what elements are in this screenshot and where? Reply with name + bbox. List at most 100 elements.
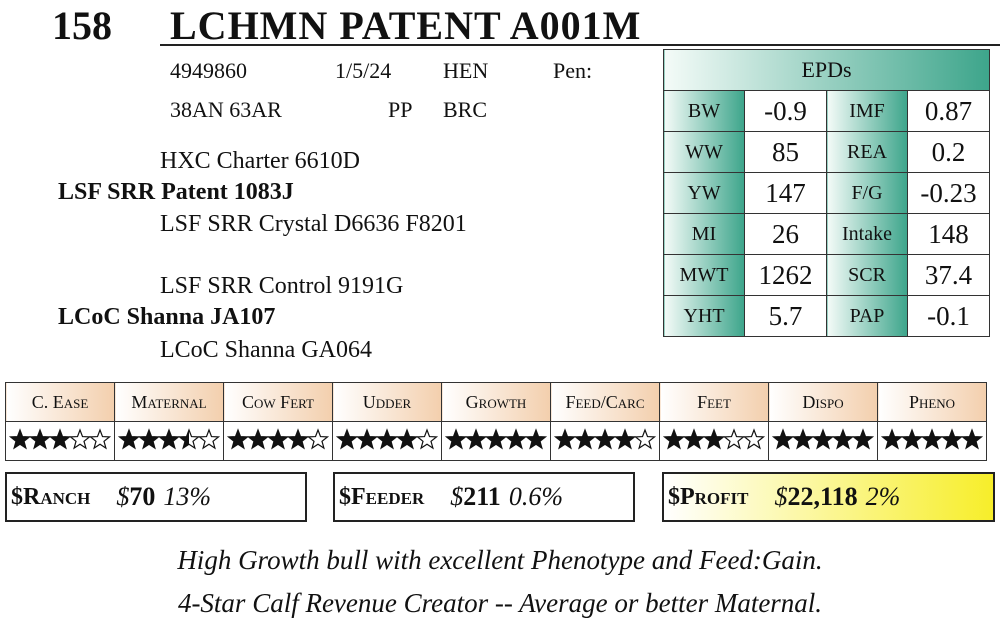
rating-header: Pheno — [877, 382, 987, 422]
epd-label: PAP — [826, 295, 908, 337]
index-percent: 0.6% — [508, 482, 563, 511]
epd-value: 0.87 — [907, 90, 990, 132]
epd-label: YHT — [663, 295, 745, 337]
rating-stars — [335, 427, 439, 449]
star — [633, 427, 657, 449]
epd-value: 1262 — [744, 254, 827, 296]
star — [375, 427, 399, 449]
animal-name: LCHMN PATENT A001M — [170, 3, 642, 48]
epd-value: 37.4 — [907, 254, 990, 296]
star — [117, 427, 141, 449]
star — [920, 427, 944, 449]
epd-value: 5.7 — [744, 295, 827, 337]
info: 38AN 63AR — [170, 97, 282, 122]
epd-label: IMF — [826, 90, 908, 132]
star — [851, 427, 875, 449]
epd-title: EPDs — [663, 49, 990, 91]
header-rule — [160, 44, 1000, 46]
epd-label: REA — [826, 131, 908, 173]
star — [702, 427, 726, 449]
lot-number: 158 — [52, 3, 112, 48]
info: HEN — [443, 58, 489, 83]
epd-label: BW — [663, 90, 745, 132]
epd-row: YHT 5.7 PAP -0.1 — [663, 295, 990, 337]
pedigree: LSF SRR Crystal D6636 F8201 — [160, 211, 467, 237]
star — [306, 427, 330, 449]
star — [197, 427, 221, 449]
info: PP — [388, 97, 413, 122]
index-percent: 2% — [865, 482, 901, 511]
index-label: $Ranch — [11, 483, 91, 510]
rating-stars — [8, 427, 112, 449]
star — [395, 427, 419, 449]
star — [900, 427, 924, 449]
rating-cell — [877, 421, 987, 461]
epd-row: MWT 1262 SCR 37.4 — [663, 254, 990, 296]
epd-label: F/G — [826, 172, 908, 214]
epd-value: 147 — [744, 172, 827, 214]
star — [68, 427, 92, 449]
epd-row: WW 85 REA 0.2 — [663, 131, 990, 173]
index-percent: 13% — [163, 482, 212, 511]
rating-header: Maternal — [114, 382, 224, 422]
rating-cell — [441, 421, 551, 461]
star — [553, 427, 577, 449]
rating-stars — [553, 427, 657, 449]
star — [722, 427, 746, 449]
star — [464, 427, 488, 449]
epd-value: 148 — [907, 213, 990, 255]
rating-stars — [771, 427, 875, 449]
info: 4949860 — [170, 58, 247, 83]
epd-row: BW -0.9 IMF 0.87 — [663, 90, 990, 132]
star — [88, 427, 112, 449]
star — [444, 427, 468, 449]
rating-stars — [117, 427, 221, 449]
star — [960, 427, 984, 449]
star — [335, 427, 359, 449]
rating-cell — [223, 421, 333, 461]
index-dollar: $ — [450, 482, 464, 511]
index-value: $211 — [450, 482, 501, 512]
comment: 4-Star Calf Revenue Creator -- Average o… — [177, 588, 823, 618]
star — [742, 427, 766, 449]
epd-value: -0.1 — [907, 295, 990, 337]
rating-cell — [768, 421, 878, 461]
epd-label: MWT — [663, 254, 745, 296]
rating-cell — [659, 421, 769, 461]
info: 1/5/24 — [335, 58, 392, 83]
index-box: $Feeder $211 0.6% — [333, 472, 635, 522]
rating-cell — [114, 421, 224, 461]
star — [504, 427, 528, 449]
rating-stars — [880, 427, 984, 449]
rating-header: Udder — [332, 382, 442, 422]
epd-label: Intake — [826, 213, 908, 255]
index-dollar: $ — [774, 482, 788, 511]
star — [177, 427, 201, 449]
info: BRC — [443, 97, 488, 122]
rating-header: Feed/Carc — [550, 382, 660, 422]
pedigree-dam: LCoC Shanna JA107 — [58, 304, 276, 330]
epd-label: YW — [663, 172, 745, 214]
epd-label: MI — [663, 213, 745, 255]
rating-cell — [5, 421, 115, 461]
pedigree: LSF SRR Control 9191G — [160, 273, 404, 299]
star — [593, 427, 617, 449]
index-label: $Profit — [668, 483, 749, 510]
index-box: $Ranch $70 13% — [5, 472, 307, 522]
index-number: 70 — [129, 482, 156, 511]
pedigree-sire: LSF SRR Patent 1083J — [58, 179, 294, 205]
index-label: $Feeder — [339, 483, 425, 510]
star — [484, 427, 508, 449]
index-number: 22,118 — [787, 482, 858, 511]
star — [355, 427, 379, 449]
rating-header: Feet — [659, 382, 769, 422]
ratings-table: C. Ease Maternal Cow Fert Udder Growth Feed/C… — [5, 382, 987, 461]
rating-header: Growth — [441, 382, 551, 422]
index-dollar: $ — [116, 482, 130, 511]
star — [613, 427, 637, 449]
rating-header: Dispo — [768, 382, 878, 422]
star — [771, 427, 795, 449]
star — [573, 427, 597, 449]
pedigree: HXC Charter 6610D — [160, 148, 360, 174]
star — [662, 427, 686, 449]
